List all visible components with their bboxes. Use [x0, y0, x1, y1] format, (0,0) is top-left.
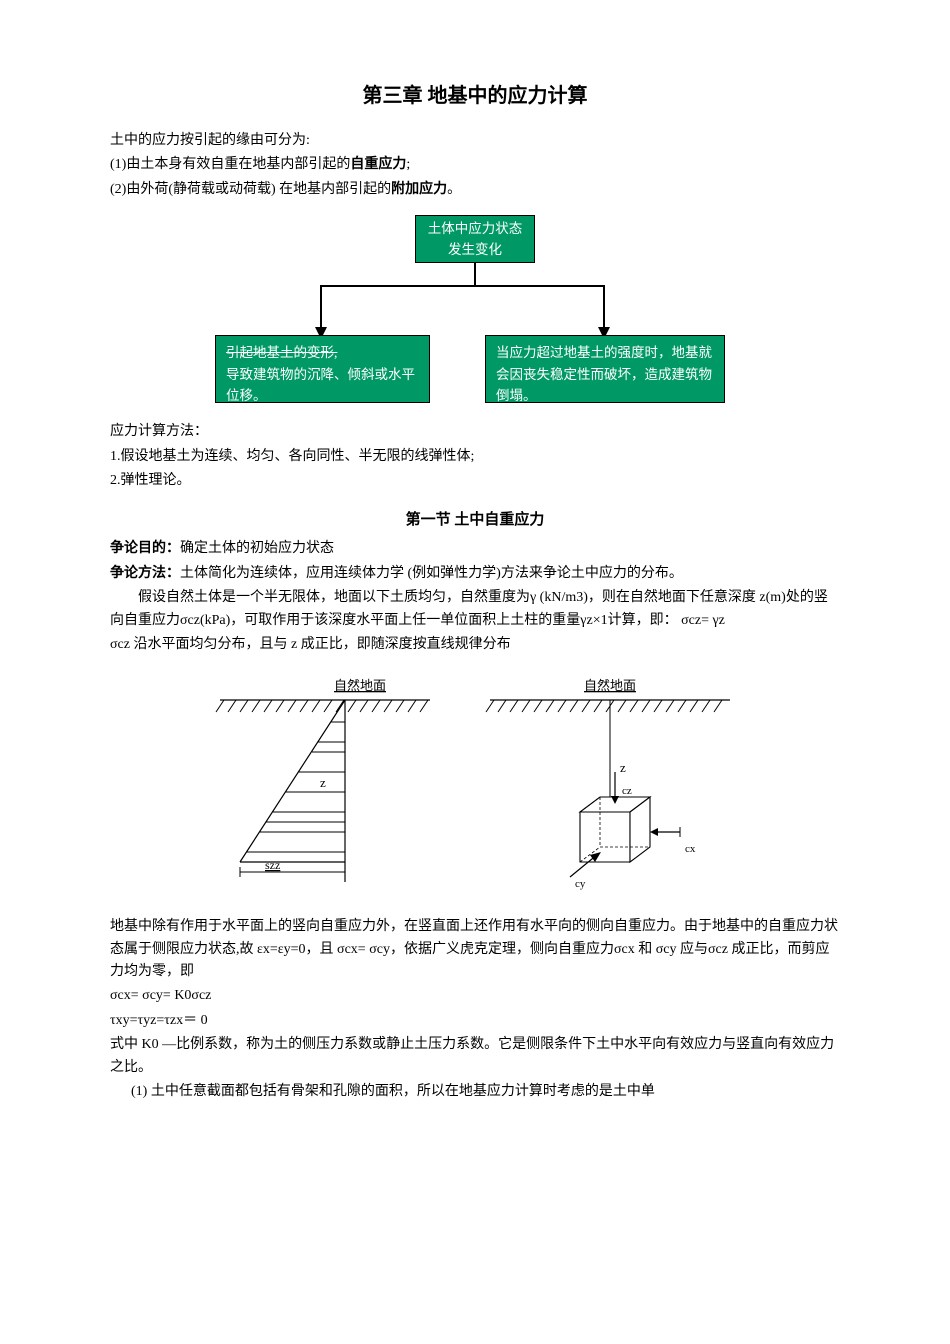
goal-text: 确定土体的初始应力状态 — [180, 541, 334, 556]
bottom-para1: 地基中除有作用于水平面上的竖向自重应力外，在竖直面上还作用有水平向的侧向自重应力… — [110, 916, 840, 983]
cz-label: cz — [622, 785, 632, 797]
flow-line-vert — [474, 263, 476, 285]
soil-diagrams: 自然地面 z szz 自然地面 — [210, 672, 840, 892]
method-text: 土体简化为连续体，应用连续体力学 (例如弹性力学)方法来争论土中应力的分布。 — [180, 566, 683, 581]
intro-line3-post: 。 — [447, 182, 461, 197]
flowchart-right-box: 当应力超过地基土的强度时，地基就会因丧失稳定性而破坏，造成建筑物倒塌。 — [485, 335, 725, 403]
cy-label: cy — [575, 878, 586, 890]
intro-line2-pre: (1)由土本身有效自重在地基内部引起的 — [110, 157, 350, 172]
surface-label-left: 自然地面 — [334, 678, 386, 693]
flowchart-top-box: 土体中应力状态发生变化 — [415, 215, 535, 263]
flowchart: 土体中应力状态发生变化 引起地基土的变形, 导致建筑物的沉降、倾斜或水平位移。 … — [225, 215, 725, 415]
cx-label: cx — [685, 843, 696, 855]
bottom-para2: 式中 K0 —比例系数，称为土的侧压力系数或静止土压力系数。它是侧限条件下土中水… — [110, 1034, 840, 1079]
z-label-left: z — [320, 775, 326, 790]
eq2: τxy=τyz=τzx＝ 0 — [110, 1010, 840, 1032]
flowchart-right-text: 当应力超过地基土的强度时，地基就会因丧失稳定性而破坏，造成建筑物倒塌。 — [496, 345, 712, 403]
element-cube-diagram: 自然地面 z cz — [480, 672, 740, 892]
stress-triangle-diagram: 自然地面 z szz — [210, 672, 440, 892]
method-item1: 1.假设地基土为连续、均匀、各向同性、半无限的线弹性体; — [110, 446, 840, 468]
intro-line1: 土中的应力按引起的缘由可分为: — [110, 130, 840, 152]
intro-line3-pre: (2)由外荷(静荷载或动荷载) 在地基内部引起的 — [110, 182, 391, 197]
intro-line2-post: ; — [406, 157, 410, 172]
section1-heading: 第一节 土中自重应力 — [110, 508, 840, 532]
eq1: σcx= σcy= K0σcz — [110, 985, 840, 1007]
goal-line: 争论目的：确定土体的初始应力状态 — [110, 538, 840, 560]
surface-label-right: 自然地面 — [584, 678, 636, 693]
flowchart-left-strike: 引起地基土的变形, — [226, 345, 337, 360]
flowchart-left-box: 引起地基土的变形, 导致建筑物的沉降、倾斜或水平位移。 — [215, 335, 430, 403]
method-line: 争论方法：土体简化为连续体，应用连续体力学 (例如弹性力学)方法来争论土中应力的… — [110, 563, 840, 585]
method-heading: 应力计算方法： — [110, 421, 840, 443]
section1-para2: σcz 沿水平面均匀分布，且与 z 成正比，即随深度按直线规律分布 — [110, 634, 840, 656]
section1-para1: 假设自然土体是一个半无限体，地面以下土质均匀，自然重度为γ (kN/m3)，则在… — [110, 587, 840, 632]
goal-label: 争论目的： — [110, 541, 180, 556]
intro-line3-bold: 附加应力 — [391, 182, 447, 197]
flowchart-left-rest: 导致建筑物的沉降、倾斜或水平位移。 — [226, 367, 415, 404]
intro-line2-bold: 自重应力 — [350, 157, 406, 172]
z-label-right: z — [620, 760, 626, 775]
intro-line3: (2)由外荷(静荷载或动荷载) 在地基内部引起的附加应力。 — [110, 179, 840, 201]
bottom-list1: (1) 土中任意截面都包括有骨架和孔隙的面积，所以在地基应力计算时考虑的是土中单 — [131, 1081, 840, 1103]
flow-line-horiz — [320, 285, 605, 287]
szz-label: szz — [265, 858, 280, 872]
intro-line2: (1)由土本身有效自重在地基内部引起的自重应力; — [110, 154, 840, 176]
method-label: 争论方法： — [110, 566, 180, 581]
method-item2: 2.弹性理论。 — [110, 470, 840, 492]
page-title: 第三章 地基中的应力计算 — [110, 80, 840, 112]
